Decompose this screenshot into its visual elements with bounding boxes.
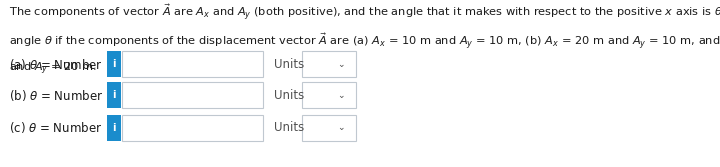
Text: angle $\theta$ if the components of the displacement vector $\vec{A}$ are (a) $A: angle $\theta$ if the components of the … (9, 32, 720, 52)
FancyBboxPatch shape (107, 82, 121, 108)
Text: i: i (112, 90, 115, 100)
FancyBboxPatch shape (122, 115, 263, 141)
Text: ⌄: ⌄ (338, 60, 345, 69)
Text: The components of vector $\vec{A}$ are $A_x$ and $A_y$ (both positive), and the : The components of vector $\vec{A}$ are $… (9, 3, 720, 23)
FancyBboxPatch shape (302, 115, 356, 141)
Text: (c) $\theta$ = Number: (c) $\theta$ = Number (9, 120, 102, 135)
Text: ⌄: ⌄ (338, 123, 345, 132)
Text: Units: Units (274, 121, 304, 134)
Text: (b) $\theta$ = Number: (b) $\theta$ = Number (9, 88, 103, 103)
Text: ⌄: ⌄ (338, 91, 345, 100)
Text: i: i (112, 59, 115, 69)
Text: Units: Units (274, 89, 304, 102)
FancyBboxPatch shape (107, 115, 121, 141)
FancyBboxPatch shape (302, 82, 356, 108)
FancyBboxPatch shape (107, 51, 121, 77)
FancyBboxPatch shape (122, 51, 263, 77)
FancyBboxPatch shape (302, 51, 356, 77)
Text: (a) $\theta$ = Number: (a) $\theta$ = Number (9, 57, 102, 72)
FancyBboxPatch shape (122, 82, 263, 108)
Text: Units: Units (274, 58, 304, 71)
Text: i: i (112, 123, 115, 133)
Text: and $A_y$ = 20 m.: and $A_y$ = 20 m. (9, 61, 96, 77)
